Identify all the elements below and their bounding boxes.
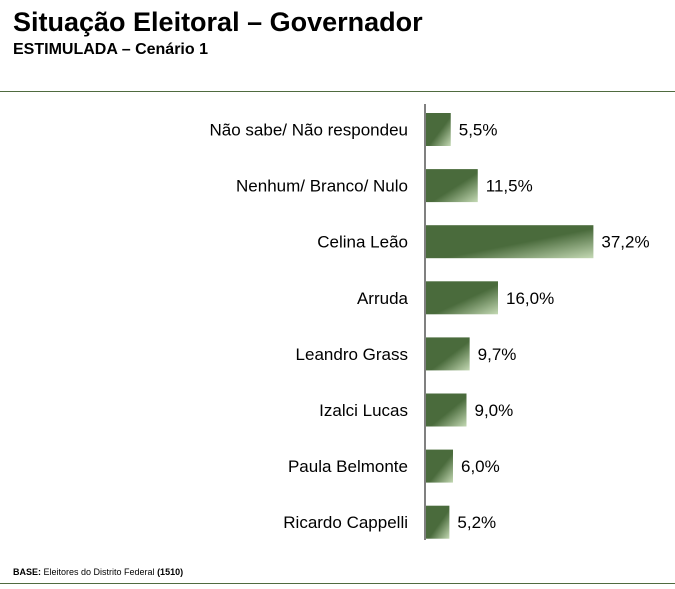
value-label-4: 9,7% (478, 345, 517, 364)
bar-chart: Não sabe/ Não respondeu 5,5% Nenhum/ Branc… (210, 104, 650, 540)
footer-base-label: BASE: (13, 567, 42, 577)
value-label-3: 16,0% (506, 289, 554, 308)
bar-3 (426, 281, 498, 315)
value-label-5: 9,0% (475, 401, 514, 420)
page-subtitle: ESTIMULADA – Cenário 1 (13, 41, 208, 58)
bar-1 (426, 169, 478, 203)
value-label-6: 6,0% (461, 457, 500, 476)
footer-base-text: Eleitores do Distrito Federal (41, 567, 158, 577)
bar-5 (426, 393, 467, 427)
category-label-6: Paula Belmonte (288, 457, 408, 476)
top-divider (0, 91, 675, 92)
category-label-7: Ricardo Cappelli (283, 513, 408, 532)
bar-0 (426, 113, 451, 146)
bar-6 (426, 449, 453, 483)
page-title: Situação Eleitoral – Governador (13, 7, 423, 37)
category-label-2: Celina Leão (317, 233, 408, 252)
value-label-1: 11,5% (486, 177, 533, 196)
category-label-4: Leandro Grass (296, 345, 408, 364)
bar-2 (426, 225, 594, 259)
value-label-2: 37,2% (601, 233, 649, 252)
category-label-3: Arruda (357, 289, 409, 308)
bottom-divider (0, 583, 675, 584)
footer-base-note: BASE: Eleitores do Distrito Federal (151… (13, 566, 183, 578)
value-label-7: 5,2% (457, 513, 496, 532)
category-label-5: Izalci Lucas (319, 401, 408, 420)
category-label-1: Nenhum/ Branco/ Nulo (236, 177, 408, 196)
category-label-0: Não sabe/ Não respondeu (210, 121, 408, 140)
value-label-0: 5,5% (459, 121, 498, 140)
footer-base-count: (1510) (157, 567, 184, 577)
bar-4 (426, 337, 470, 371)
bar-7 (426, 505, 450, 539)
